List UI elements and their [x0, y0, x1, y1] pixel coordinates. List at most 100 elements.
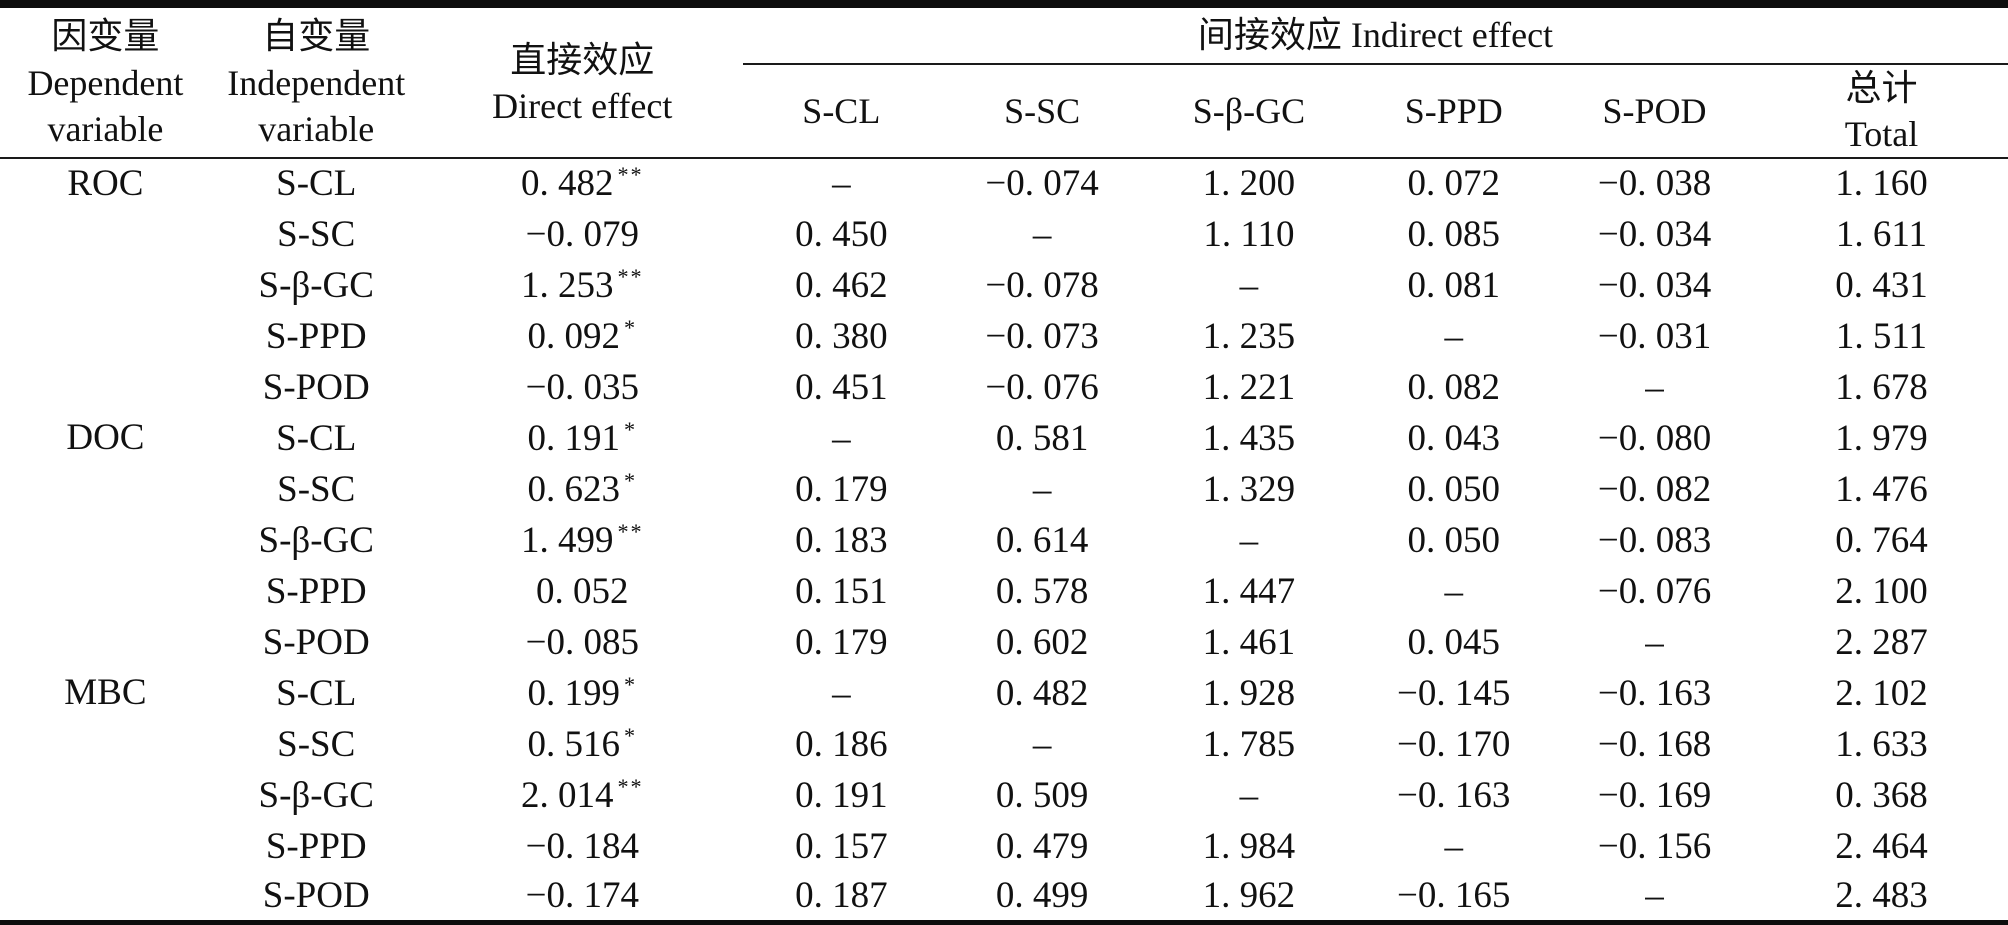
table-row: DOC S-CL 0. 191 * – 0. 581 1. 435 0. 043 −0. 080…: [0, 413, 2008, 464]
indirect-effect-cell: 0. 191: [795, 774, 888, 816]
indirect-effect-cell: 1. 110: [1203, 213, 1295, 255]
indirect-effect-cell: −0. 034: [1597, 213, 1712, 255]
total-cell: 1. 611: [1835, 213, 1928, 255]
indirect-effect-cell: 1. 984: [1202, 825, 1296, 867]
indirect-effect-cell: 1. 928: [1202, 672, 1296, 714]
indirect-effect-cell: −0. 082: [1597, 468, 1712, 510]
total-cell: 0. 764: [1835, 519, 1928, 561]
independent-variable-cell: S-CL: [276, 163, 357, 205]
table-row: MBC S-CL 0. 199 * – 0. 482 1. 928 −0. 145 −0. 16…: [0, 668, 2008, 719]
indirect-effect-cell: 1. 235: [1202, 315, 1296, 357]
indirect-effect-cell: 0. 479: [995, 825, 1089, 867]
total-cell: 0. 431: [1835, 264, 1928, 306]
significance-marker: **: [617, 518, 644, 544]
direct-effect-cell: 2. 014 **: [520, 773, 644, 816]
indirect-effect-cell: −0. 076: [1597, 570, 1712, 612]
indirect-effect-cell: 0. 186: [795, 723, 888, 765]
independent-variable-cell: S-PPD: [265, 315, 367, 357]
total-cell: 2. 102: [1835, 672, 1928, 714]
indirect-effect-cell: 0. 183: [795, 519, 888, 561]
indirect-effect-cell: −0. 169: [1597, 774, 1712, 816]
header-s-ppd: S-PPD: [1353, 64, 1555, 160]
significance-marker: **: [617, 773, 644, 799]
indirect-effect-cell: −0. 073: [985, 315, 1099, 357]
indirect-effect-cell: 1. 435: [1202, 417, 1296, 459]
header-s-cl: S-CL: [742, 64, 940, 160]
table-row: S-SC 0. 623 * 0. 179 – 1. 329 0. 050 −0. 082 1. …: [0, 464, 2008, 515]
indirect-effect-cell: −0. 076: [985, 366, 1099, 408]
independent-variable-cell: S-PPD: [265, 825, 367, 867]
indirect-effect-cell: 0. 509: [995, 774, 1089, 816]
table-body: ROC S-CL 0. 482 ** – −0. 074 1. 200 0. 072 −0. 0…: [0, 158, 2008, 924]
significance-marker: *: [623, 722, 638, 748]
table-header: 因变量 Dependent variable 自变量 Independent v…: [0, 4, 2008, 160]
header-row-sub: S-CL S-SC S-β-GC S-PPD S-POD 总计 Total: [0, 64, 2008, 160]
total-cell: 2. 483: [1835, 875, 1928, 917]
indirect-effect-cell: 0. 614: [995, 519, 1089, 561]
indirect-effect-cell: –: [832, 417, 851, 459]
dependent-variable-cell: DOC: [66, 417, 145, 459]
header-independent-variable: 自变量 Independent variable: [210, 4, 422, 160]
indirect-effect-cell: –: [1645, 875, 1664, 917]
independent-variable-cell: S-β-GC: [258, 519, 374, 561]
direct-effect-cell: 1. 253 **: [520, 263, 644, 306]
table-row: S-POD −0. 085 0. 179 0. 602 1. 461 0. 045 – 2. …: [0, 617, 2008, 668]
indirect-effect-cell: 0. 050: [1407, 468, 1500, 510]
direct-effect-cell: −0. 035: [525, 366, 639, 408]
indirect-effect-cell: 1. 461: [1202, 621, 1296, 663]
header-total: 总计 Total: [1754, 64, 2008, 160]
independent-variable-cell: S-POD: [262, 621, 370, 663]
table-row: S-SC −0. 079 0. 450 – 1. 110 0. 085 −0. 034 1. …: [0, 209, 2008, 260]
direct-effect-cell: −0. 184: [525, 825, 639, 867]
indirect-effect-cell: 0. 072: [1407, 163, 1500, 205]
indirect-effect-cell: −0. 034: [1597, 264, 1712, 306]
direct-effect-cell: 0. 516 *: [527, 722, 638, 765]
indirect-effect-cell: 0. 179: [795, 621, 888, 663]
table-row: ROC S-CL 0. 482 ** – −0. 074 1. 200 0. 072 −0. 0…: [0, 158, 2008, 209]
indirect-effect-cell: –: [1444, 570, 1463, 612]
independent-variable-cell: S-β-GC: [258, 774, 374, 816]
indirect-effect-cell: −0. 031: [1597, 315, 1712, 357]
direct-effect-cell: 1. 499 **: [520, 518, 644, 561]
indirect-effect-cell: 0. 578: [995, 570, 1089, 612]
table-row: S-SC 0. 516 * 0. 186 – 1. 785 −0. 170 −0. 168 1.…: [0, 719, 2008, 770]
independent-variable-cell: S-SC: [277, 213, 356, 255]
total-cell: 1. 511: [1835, 315, 1928, 357]
header-dependent-variable: 因变量 Dependent variable: [0, 4, 211, 160]
indirect-effect-cell: 0. 157: [795, 825, 888, 867]
direct-effect-cell: −0. 079: [525, 213, 639, 255]
total-cell: 1. 678: [1835, 366, 1928, 408]
indirect-effect-cell: 0. 380: [795, 315, 888, 357]
direct-effect-cell: 0. 482 **: [520, 162, 644, 205]
direct-effect-cell: 0. 092 *: [527, 314, 638, 357]
table-row: S-PPD 0. 052 0. 151 0. 578 1. 447 – −0. 076 2. …: [0, 566, 2008, 617]
indirect-effect-cell: –: [832, 672, 851, 714]
independent-variable-cell: S-β-GC: [258, 264, 374, 306]
indirect-effect-cell: 0. 462: [795, 264, 888, 306]
significance-marker: *: [623, 314, 638, 340]
significance-marker: *: [623, 416, 638, 442]
significance-marker: *: [623, 467, 638, 493]
indirect-effect-cell: 1. 785: [1202, 723, 1296, 765]
table-row: S-PPD −0. 184 0. 157 0. 479 1. 984 – −0. 156 2.…: [0, 821, 2008, 872]
table-row: S-POD −0. 174 0. 187 0. 499 1. 962 −0. 165 – 2.…: [0, 872, 2008, 924]
table-row: S-β-GC 2. 014 ** 0. 191 0. 509 – −0. 163 −0. 16…: [0, 770, 2008, 821]
indirect-effect-cell: −0. 074: [985, 163, 1099, 205]
direct-effect-cell: 0. 199 *: [527, 671, 638, 714]
total-cell: 2. 100: [1835, 570, 1928, 612]
indirect-effect-cell: –: [1444, 315, 1463, 357]
direct-effect-cell: 0. 623 *: [527, 467, 638, 510]
independent-variable-cell: S-PPD: [265, 570, 367, 612]
header-indirect-effect-group: 间接效应 Indirect effect: [742, 4, 2008, 65]
indirect-effect-cell: 0. 179: [795, 468, 888, 510]
indirect-effect-cell: 1. 447: [1202, 570, 1296, 612]
header-s-beta-gc: S-β-GC: [1144, 64, 1354, 160]
indirect-effect-cell: –: [1032, 723, 1052, 765]
direct-effect-cell: −0. 085: [525, 621, 639, 663]
indirect-effect-cell: −0. 165: [1397, 875, 1511, 917]
indirect-effect-cell: −0. 163: [1397, 774, 1511, 816]
indirect-effect-cell: 0. 081: [1407, 264, 1500, 306]
indirect-effect-cell: 0. 450: [795, 213, 888, 255]
direct-effect-cell: −0. 174: [525, 875, 639, 917]
